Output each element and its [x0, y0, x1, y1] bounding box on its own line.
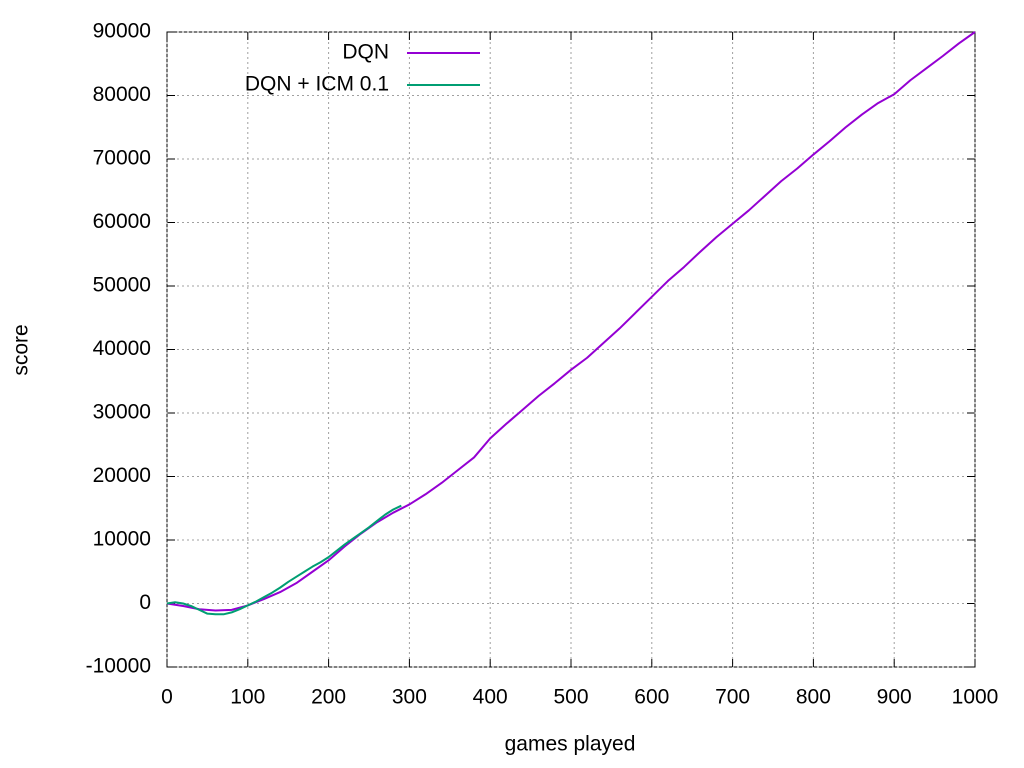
legend-label: DQN + ICM 0.1 [245, 73, 389, 96]
x-tick-label: 500 [553, 686, 588, 709]
x-tick-label: 900 [877, 686, 912, 709]
y-tick-label: 10000 [93, 528, 151, 551]
x-tick-label: 1000 [952, 686, 999, 709]
data-line [166, 31, 976, 612]
x-tick-label: 400 [473, 686, 508, 709]
y-tick-label: 80000 [93, 83, 151, 106]
y-tick-label: 0 [139, 591, 151, 614]
x-tick-label: 800 [796, 686, 831, 709]
x-tick-label: 0 [161, 686, 173, 709]
y-tick-label: 70000 [93, 147, 151, 170]
y-tick-label: 40000 [93, 337, 151, 360]
y-tick-label: 20000 [93, 464, 151, 487]
y-tick-label: 30000 [93, 401, 151, 424]
x-tick-label: 700 [715, 686, 750, 709]
x-tick-label: 600 [634, 686, 669, 709]
y-tick-label: -10000 [86, 655, 151, 678]
y-axis-label: score [10, 324, 33, 375]
data-line [166, 504, 402, 616]
x-tick-label: 100 [230, 686, 265, 709]
x-axis-label: games played [505, 733, 636, 756]
y-tick-label: 50000 [93, 274, 151, 297]
legend-label: DQN [342, 41, 389, 64]
x-tick-label: 200 [311, 686, 346, 709]
y-tick-label: 90000 [93, 20, 151, 43]
x-tick-label: 300 [392, 686, 427, 709]
y-tick-label: 60000 [93, 210, 151, 233]
